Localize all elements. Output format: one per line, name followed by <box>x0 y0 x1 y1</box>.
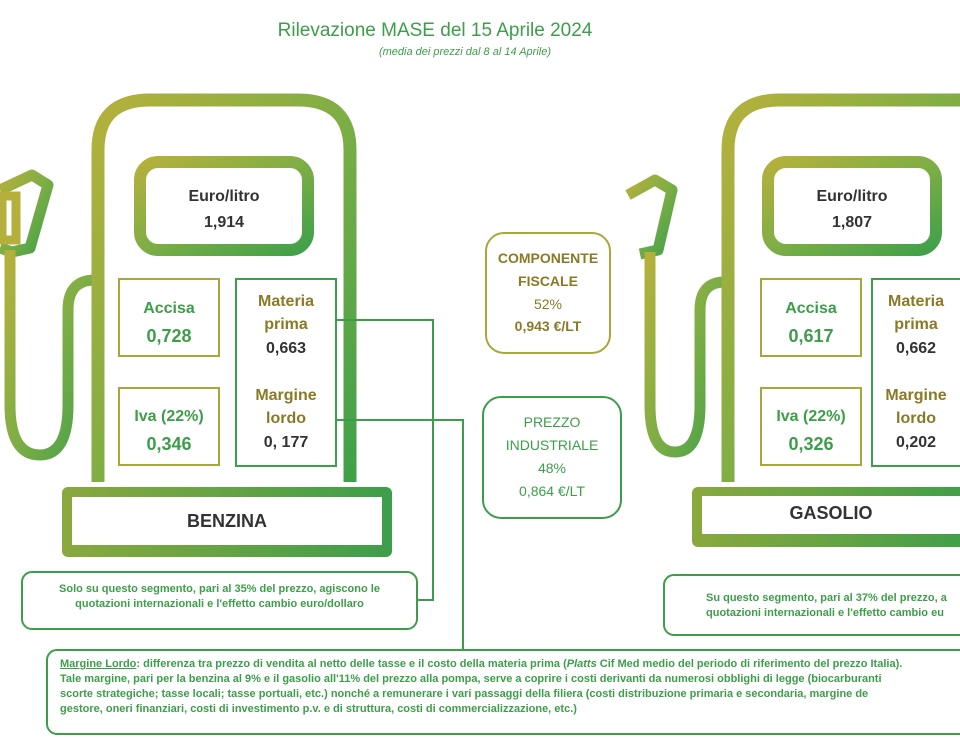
componente-fiscale-percent: 52% <box>533 296 563 312</box>
componente-fiscale-box <box>485 232 611 354</box>
margine-note-line2: Tale margine, pari per la benzina al 9% … <box>60 673 882 685</box>
benzina-margine-line2: lordo <box>266 410 306 427</box>
benzina-euro-litro-label: Euro/litro <box>188 188 260 205</box>
prezzo-industriale-line1: PREZZO <box>523 414 581 430</box>
gasolio-accisa-value: 0,617 <box>788 326 834 346</box>
benzina-materia-value: 0,663 <box>265 340 307 357</box>
gasolio-iva-label: Iva (22%) <box>776 408 846 425</box>
gasolio-pump-icon <box>625 93 960 547</box>
benzina-pump-icon <box>0 93 392 557</box>
benzina-name: BENZINA <box>187 511 267 531</box>
gasolio-euro-litro-value: 1,807 <box>831 214 873 231</box>
gasolio-margine-line2: lordo <box>896 410 936 427</box>
componente-fiscale-line2: FISCALE <box>518 273 578 289</box>
gasolio-margine-value: 0,202 <box>895 434 937 451</box>
gasolio-note: Su questo segmento, pari al 37% del prez… <box>668 591 960 621</box>
margine-note-line1: Margine Lordo: differenza tra prezzo di … <box>60 657 960 672</box>
benzina-note-line1: Solo su questo segmento, pari al 35% del… <box>59 583 380 595</box>
page-title: Rilevazione MASE del 15 Aprile 2024 <box>277 20 593 41</box>
benzina-materia-line1: Materia <box>257 293 315 310</box>
benzina-margine-value: 0, 177 <box>263 434 309 451</box>
benzina-euro-litro-value: 1,914 <box>203 214 245 231</box>
gasolio-materia-line2: prima <box>894 316 938 333</box>
page-subtitle: (media dei prezzi dal 8 al 14 Aprile) <box>378 46 551 58</box>
margine-term: Margine Lordo <box>60 658 137 670</box>
margine-note-line4: gestore, oneri finanziari, costi di inve… <box>60 703 577 715</box>
benzina-note-line2: quotazioni internazionali e l'effetto ca… <box>75 598 364 610</box>
margine-note-part1: : differenza tra prezzo di vendita al ne… <box>136 658 567 670</box>
gasolio-name: GASOLIO <box>789 503 873 523</box>
prezzo-industriale-percent: 48% <box>537 460 567 476</box>
gasolio-note-line2: quotazioni internazionali e l'effetto ca… <box>706 607 944 619</box>
benzina-iva-label: Iva (22%) <box>134 408 204 425</box>
prezzo-industriale-box <box>482 396 622 519</box>
gasolio-note-line1: Su questo segmento, pari al 37% del prez… <box>706 592 947 604</box>
gasolio-materia-line1: Materia <box>887 293 945 310</box>
benzina-iva-value: 0,346 <box>146 434 192 454</box>
componente-fiscale-line1: COMPONENTE <box>497 250 599 266</box>
benzina-note-box <box>21 571 418 630</box>
gasolio-materia-value: 0,662 <box>895 340 937 357</box>
benzina-margine-line1: Margine <box>255 387 317 404</box>
prezzo-industriale-line2: INDUSTRIALE <box>505 437 599 453</box>
gasolio-note-box <box>663 574 960 636</box>
gasolio-accisa-label: Accisa <box>785 300 837 317</box>
margine-note-part2: Cif Med medio del periodo di riferimento… <box>596 658 903 670</box>
benzina-note: Solo su questo segmento, pari al 35% del… <box>24 582 415 612</box>
gasolio-margine-line1: Margine <box>885 387 947 404</box>
margine-platts: Platts <box>566 658 597 670</box>
prezzo-industriale-value: 0,864 €/LT <box>519 483 585 499</box>
margine-note-line3: scorte strategiche; tasse locali; tasse … <box>60 688 869 700</box>
benzina-materia-line2: prima <box>264 316 308 333</box>
benzina-accisa-value: 0,728 <box>146 326 192 346</box>
gasolio-euro-litro-label: Euro/litro <box>816 188 888 205</box>
margine-note-box <box>46 649 960 735</box>
gasolio-iva-value: 0,326 <box>788 434 834 454</box>
componente-fiscale-value: 0,943 €/LT <box>514 318 582 334</box>
benzina-accisa-label: Accisa <box>143 300 195 317</box>
margine-note: Margine Lordo: differenza tra prezzo di … <box>60 657 960 717</box>
